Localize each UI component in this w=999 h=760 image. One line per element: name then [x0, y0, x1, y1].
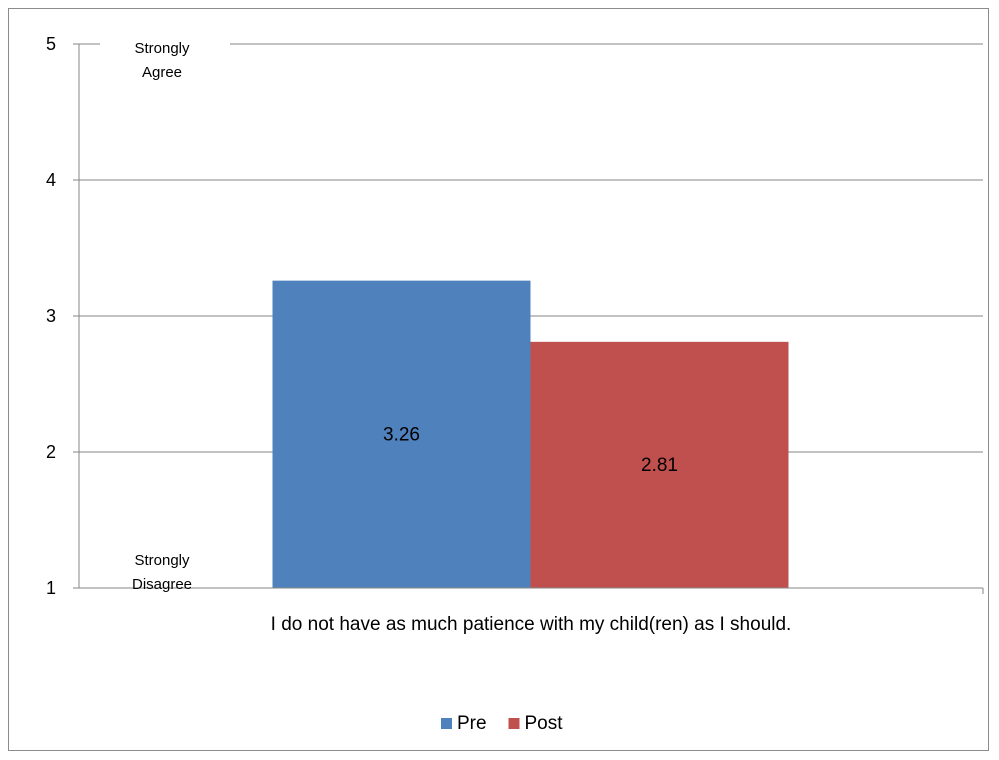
legend-swatch-post	[508, 718, 520, 729]
annotation-bottom-line-1: Strongly	[134, 552, 190, 569]
y-tick-label: 1	[46, 578, 56, 598]
legend: Pre Post	[441, 713, 563, 734]
annotation-top-line-2: Agree	[142, 64, 182, 81]
y-tick-label: 3	[46, 306, 56, 326]
y-tick-label: 2	[46, 442, 56, 462]
bars: 3.26 2.81	[272, 280, 789, 588]
legend-swatch-pre	[441, 718, 452, 729]
data-label-pre: 3.26	[383, 424, 420, 445]
scale-annotations: Strongly Agree Strongly Disagree	[100, 30, 230, 593]
annotation-top-line-1: Strongly	[134, 40, 190, 57]
bar-post	[530, 341, 789, 588]
y-tick-label: 5	[46, 34, 56, 54]
annotation-top-background	[100, 30, 230, 70]
legend-label-post: Post	[525, 713, 564, 734]
bar-pre	[272, 280, 531, 588]
x-category-label: I do not have as much patience with my c…	[271, 614, 792, 635]
data-label-post: 2.81	[641, 455, 678, 476]
annotation-bottom-line-2: Disagree	[132, 576, 192, 593]
legend-label-pre: Pre	[457, 713, 487, 734]
y-axis-ticks: 1 2 3 4 5	[46, 34, 984, 598]
y-tick-label: 4	[46, 170, 56, 190]
